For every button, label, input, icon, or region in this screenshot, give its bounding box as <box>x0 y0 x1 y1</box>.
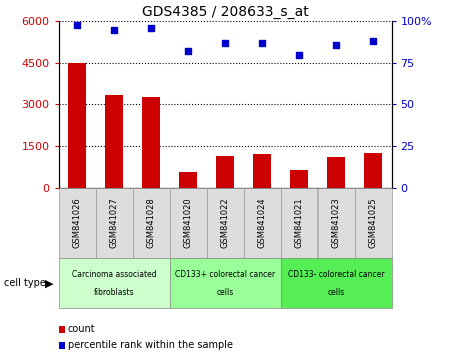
Point <box>148 25 155 31</box>
Point <box>333 42 340 47</box>
Text: GSM841023: GSM841023 <box>332 198 341 249</box>
Text: count: count <box>68 324 95 334</box>
Title: GDS4385 / 208633_s_at: GDS4385 / 208633_s_at <box>142 5 308 19</box>
Bar <box>290 170 308 188</box>
Bar <box>142 97 160 188</box>
Bar <box>364 153 382 188</box>
Text: GSM841025: GSM841025 <box>369 198 378 249</box>
Text: Carcinoma associated: Carcinoma associated <box>72 270 156 279</box>
Point <box>369 38 377 44</box>
Bar <box>68 63 86 188</box>
Point <box>221 40 229 46</box>
Text: GSM841028: GSM841028 <box>147 198 156 249</box>
Text: GSM841021: GSM841021 <box>294 198 303 249</box>
Text: GSM841024: GSM841024 <box>257 198 266 249</box>
Bar <box>327 157 345 188</box>
Bar <box>253 154 271 188</box>
Text: GSM841022: GSM841022 <box>220 198 230 249</box>
Text: fibroblasts: fibroblasts <box>94 287 134 297</box>
Text: cells: cells <box>216 287 234 297</box>
Text: GSM841027: GSM841027 <box>109 198 118 249</box>
Point <box>295 52 302 57</box>
Point <box>73 22 81 27</box>
Text: GSM841026: GSM841026 <box>72 198 81 249</box>
Bar <box>179 172 197 188</box>
Text: ▶: ▶ <box>45 278 54 288</box>
Point <box>258 40 265 46</box>
Text: cell type: cell type <box>4 278 46 288</box>
Bar <box>105 95 123 188</box>
Text: GSM841020: GSM841020 <box>184 198 193 249</box>
Text: CD133+ colorectal cancer: CD133+ colorectal cancer <box>175 270 275 279</box>
Bar <box>216 156 234 188</box>
Point <box>184 48 192 54</box>
Text: cells: cells <box>327 287 345 297</box>
Text: CD133- colorectal cancer: CD133- colorectal cancer <box>288 270 384 279</box>
Text: percentile rank within the sample: percentile rank within the sample <box>68 340 233 350</box>
Point <box>110 27 117 32</box>
